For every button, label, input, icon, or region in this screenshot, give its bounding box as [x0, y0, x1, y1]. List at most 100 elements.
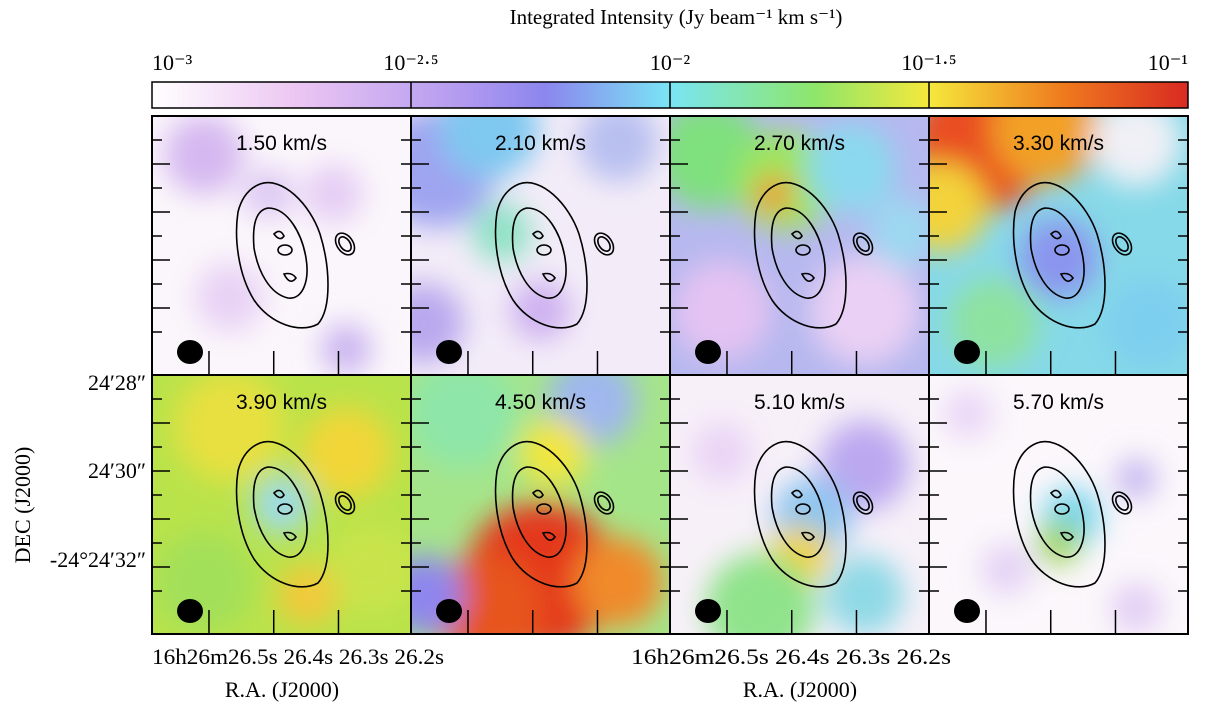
intensity-map [670, 375, 929, 634]
channel-panel: 2.10 km/s [410, 115, 671, 376]
continuum-contours [753, 181, 874, 329]
companion-contour [1111, 232, 1133, 256]
continuum-contours [494, 440, 615, 588]
channel-panel: 3.30 km/s [928, 115, 1189, 376]
emission-blob [929, 161, 987, 252]
contour-knot [1059, 272, 1074, 282]
emission-blob [1116, 458, 1157, 499]
contour-outer [235, 181, 329, 329]
companion-contour [597, 495, 611, 511]
axis-ticks [670, 398, 929, 634]
emission-blob [868, 197, 929, 268]
contour-inner [511, 207, 567, 299]
emission-blob [321, 324, 372, 375]
contour-peak [1054, 244, 1070, 256]
emission-blob [327, 524, 411, 615]
emission-blob [671, 260, 772, 361]
contour-outer [1012, 181, 1106, 329]
contour-peak [277, 503, 293, 515]
contour-knot [541, 272, 556, 282]
intensity-map [929, 375, 1188, 634]
contour-inner [770, 207, 826, 299]
contour-inner [252, 207, 308, 299]
emission-blob [1091, 116, 1182, 187]
axis-ticks [411, 398, 670, 634]
velocity-label: 4.50 km/s [495, 391, 586, 414]
velocity-label: 2.10 km/s [495, 132, 586, 155]
contour-knot [272, 230, 285, 240]
companion-contour [856, 236, 870, 252]
companion-contour [1115, 236, 1129, 252]
velocity-label: 3.30 km/s [1013, 132, 1104, 155]
contour-knot [1049, 489, 1062, 499]
emission-blob [705, 553, 816, 634]
emission-blob [990, 116, 1101, 184]
x-axis-label-right: R.A. (J2000) [743, 677, 857, 702]
emission-field [411, 116, 659, 364]
contour-outer [753, 181, 847, 329]
emission-blob [153, 532, 254, 633]
channel-panel: 3.90 km/s [151, 374, 412, 635]
contour-outer [494, 440, 588, 588]
continuum-contours [494, 181, 615, 329]
emission-blob [573, 537, 664, 628]
emission-field [942, 388, 1162, 634]
channel-panels: 1.50 km/s 2.10 km/s 2.70 km/s 3.30 km/s 3.90… [151, 115, 1189, 635]
companion-contour [338, 495, 352, 511]
intensity-map [411, 116, 670, 375]
emission-blob [303, 163, 364, 224]
emission-field [670, 116, 929, 366]
colorbar-tick-label: 10⁻¹·⁵ [901, 50, 956, 75]
contour-outer [753, 440, 847, 588]
colorbar [151, 81, 1189, 109]
contour-knot [1059, 531, 1074, 541]
axis-ticks [929, 398, 1188, 634]
beam-ellipse [177, 599, 203, 623]
colorbar-tick-label: 10⁻³ [152, 50, 193, 75]
emission-blob [411, 375, 518, 469]
emission-blob [824, 555, 905, 634]
emission-blob [578, 116, 659, 182]
contour-peak [536, 244, 552, 256]
contour-peak [277, 244, 293, 256]
x-axis-label-left: R.A. (J2000) [225, 677, 339, 702]
beam-ellipse [954, 340, 980, 364]
channel-panel: 5.10 km/s [669, 374, 930, 635]
emission-blob [510, 280, 571, 341]
emission-blob [806, 122, 897, 213]
contour-outer [235, 440, 329, 588]
velocity-label: 5.10 km/s [754, 391, 845, 414]
beam-ellipse [695, 599, 721, 623]
contour-knot [282, 531, 297, 541]
channel-panel: 4.50 km/s [410, 374, 671, 635]
contour-outer [1012, 440, 1106, 588]
companion-contour [1115, 495, 1129, 511]
axis-ticks [670, 139, 929, 375]
companion-contour [593, 232, 615, 256]
contour-knot [531, 489, 544, 499]
emission-blob [174, 375, 285, 482]
contour-inner [511, 466, 567, 558]
companion-contour [597, 236, 611, 252]
contour-inner [252, 466, 308, 558]
companion-contour [852, 491, 874, 515]
contour-peak [795, 503, 811, 515]
companion-contour [338, 236, 352, 252]
y-tick-label: 24′28″ [88, 370, 146, 395]
contour-inner [770, 466, 826, 558]
continuum-contours [235, 440, 356, 588]
colorbar-tick-label: 10⁻² [650, 50, 691, 75]
y-tick-label: -24°24′32″ [50, 547, 146, 572]
contour-knot [800, 272, 815, 282]
contour-knot [531, 230, 544, 240]
intensity-map [152, 116, 411, 375]
y-axis-label: DEC (J2000) [10, 447, 35, 564]
contour-knot [541, 531, 556, 541]
axis-ticks [152, 398, 411, 634]
emission-blob [194, 262, 265, 333]
contour-peak [1054, 503, 1070, 515]
continuum-contours [1012, 181, 1133, 329]
emission-blob [819, 420, 910, 511]
beam-ellipse [436, 340, 462, 364]
